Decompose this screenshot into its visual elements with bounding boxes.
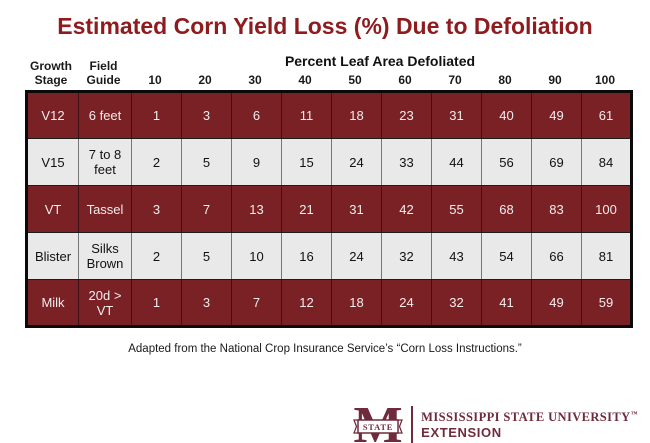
defoliation-table: V12 6 feet 1 3 6 11 18 23 31 40 49 61 V15 7 to 8 feet… xyxy=(25,90,633,328)
yield-loss-cell: 16 xyxy=(281,232,332,280)
yield-loss-cell: 1 xyxy=(131,91,182,139)
yield-loss-cell: 23 xyxy=(381,91,432,139)
yield-loss-cell: 44 xyxy=(431,138,482,186)
defoliation-level-header: 20 xyxy=(198,73,212,87)
yield-loss-cell: 10 xyxy=(231,232,282,280)
yield-loss-cell: 9 xyxy=(231,138,282,186)
column-group: Percent Leaf Area Defoliated 10 20 30 40 50 6… xyxy=(130,53,630,90)
attribution-text: Adapted from the National Crop Insurance… xyxy=(128,343,522,355)
defoliation-level-header: 60 xyxy=(398,73,412,87)
growth-stage-cell: VT xyxy=(26,185,79,233)
field-guide-cell: 6 feet xyxy=(78,91,132,139)
defoliation-level-header: 70 xyxy=(448,73,462,87)
table-body: V12 6 feet 1 3 6 11 18 23 31 40 49 61 V15 7 to 8 feet… xyxy=(26,91,632,327)
yield-loss-cell: 56 xyxy=(481,138,532,186)
yield-loss-cell: 31 xyxy=(431,91,482,139)
table-row: V15 7 to 8 feet 2 5 9 15 24 33 44 56 69 84 xyxy=(26,138,632,186)
field-guide-cell: Tassel xyxy=(78,185,132,233)
yield-loss-cell: 33 xyxy=(381,138,432,186)
page-title: Estimated Corn Yield Loss (%) Due to Def… xyxy=(57,13,593,39)
field-guide-cell: Silks Brown xyxy=(78,232,132,280)
defoliation-level-header: 90 xyxy=(548,73,562,87)
defoliation-level-header: 100 xyxy=(594,73,616,87)
table-row: VT Tassel 3 7 13 21 31 42 55 68 83 100 xyxy=(26,185,632,233)
yield-loss-cell: 69 xyxy=(531,138,582,186)
yield-loss-cell: 66 xyxy=(531,232,582,280)
yield-loss-cell: 24 xyxy=(331,138,382,186)
defoliation-level-header: 40 xyxy=(298,73,312,87)
yield-loss-cell: 43 xyxy=(431,232,482,280)
defoliation-level-header: 30 xyxy=(248,73,262,87)
table-row: Milk 20d > VT 1 3 7 12 18 24 32 41 49 59 xyxy=(26,279,632,327)
column-header-growth-stage: Growth Stage xyxy=(30,59,72,87)
logo-university-name: MISSISSIPPI STATE UNIVERSITY™ xyxy=(421,410,638,425)
table-row: Blister Silks Brown 2 5 10 16 24 32 43 54 66 81 xyxy=(26,232,632,280)
yield-loss-cell: 18 xyxy=(331,279,382,327)
slide: Estimated Corn Yield Loss (%) Due to Def… xyxy=(0,13,650,443)
yield-loss-cell: 61 xyxy=(581,91,632,139)
yield-loss-cell: 2 xyxy=(131,138,182,186)
yield-loss-cell: 3 xyxy=(181,279,232,327)
yield-loss-cell: 32 xyxy=(381,232,432,280)
growth-stage-cell: Blister xyxy=(26,232,79,280)
yield-loss-cell: 3 xyxy=(131,185,182,233)
logo-extension-label: EXTENSION xyxy=(421,424,502,440)
yield-loss-cell: 5 xyxy=(181,138,232,186)
yield-loss-cell: 5 xyxy=(181,232,232,280)
yield-loss-cell: 21 xyxy=(281,185,332,233)
yield-loss-cell: 49 xyxy=(531,279,582,327)
yield-loss-cell: 2 xyxy=(131,232,182,280)
defoliation-level-header: 50 xyxy=(348,73,362,87)
yield-loss-cell: 49 xyxy=(531,91,582,139)
field-guide-cell: 20d > VT xyxy=(78,279,132,327)
column-group-header: Percent Leaf Area Defoliated xyxy=(284,53,476,69)
logo-divider xyxy=(410,406,414,443)
yield-loss-cell: 15 xyxy=(281,138,332,186)
yield-loss-cell: 13 xyxy=(231,185,282,233)
defoliation-level-header: 80 xyxy=(498,73,512,87)
yield-loss-cell: 7 xyxy=(181,185,232,233)
yield-loss-cell: 55 xyxy=(431,185,482,233)
msu-m-state-icon: M STATE xyxy=(352,402,403,443)
trademark-symbol: ™ xyxy=(630,410,638,419)
yield-loss-cell: 68 xyxy=(481,185,532,233)
field-guide-cell: 7 to 8 feet xyxy=(78,138,132,186)
growth-stage-cell: V12 xyxy=(26,91,79,139)
yield-loss-cell: 31 xyxy=(331,185,382,233)
yield-loss-cell: 7 xyxy=(231,279,282,327)
growth-stage-cell: Milk xyxy=(26,279,79,327)
yield-loss-cell: 59 xyxy=(581,279,632,327)
column-header-field-guide: Field Guide xyxy=(86,59,121,87)
table-header: Growth Stage Field Guide Percent Leaf Ar… xyxy=(25,53,630,90)
yield-loss-cell: 32 xyxy=(431,279,482,327)
banner-text: STATE xyxy=(362,422,392,432)
table-row: V12 6 feet 1 3 6 11 18 23 31 40 49 61 xyxy=(26,91,632,139)
yield-loss-cell: 40 xyxy=(481,91,532,139)
defoliation-level-headers: 10 20 30 40 50 60 70 80 90 100 xyxy=(130,73,630,90)
yield-loss-cell: 11 xyxy=(281,91,332,139)
yield-loss-cell: 18 xyxy=(331,91,382,139)
yield-loss-cell: 1 xyxy=(131,279,182,327)
logo-text: MISSISSIPPI STATE UNIVERSITY™ EXTENSION xyxy=(421,410,638,439)
yield-loss-cell: 100 xyxy=(581,185,632,233)
yield-loss-cell: 42 xyxy=(381,185,432,233)
yield-loss-cell: 24 xyxy=(381,279,432,327)
yield-loss-cell: 84 xyxy=(581,138,632,186)
yield-loss-cell: 6 xyxy=(231,91,282,139)
yield-loss-cell: 81 xyxy=(581,232,632,280)
growth-stage-cell: V15 xyxy=(26,138,79,186)
yield-loss-cell: 54 xyxy=(481,232,532,280)
yield-loss-cell: 41 xyxy=(481,279,532,327)
yield-loss-cell: 24 xyxy=(331,232,382,280)
logo-university-name-text: MISSISSIPPI STATE UNIVERSITY xyxy=(421,410,631,425)
yield-loss-cell: 12 xyxy=(281,279,332,327)
yield-loss-cell: 3 xyxy=(181,91,232,139)
msu-extension-logo: M STATE MISSISSIPPI STATE UNIVERSITY™ EX… xyxy=(352,402,638,443)
defoliation-level-header: 10 xyxy=(148,73,162,87)
yield-loss-cell: 83 xyxy=(531,185,582,233)
